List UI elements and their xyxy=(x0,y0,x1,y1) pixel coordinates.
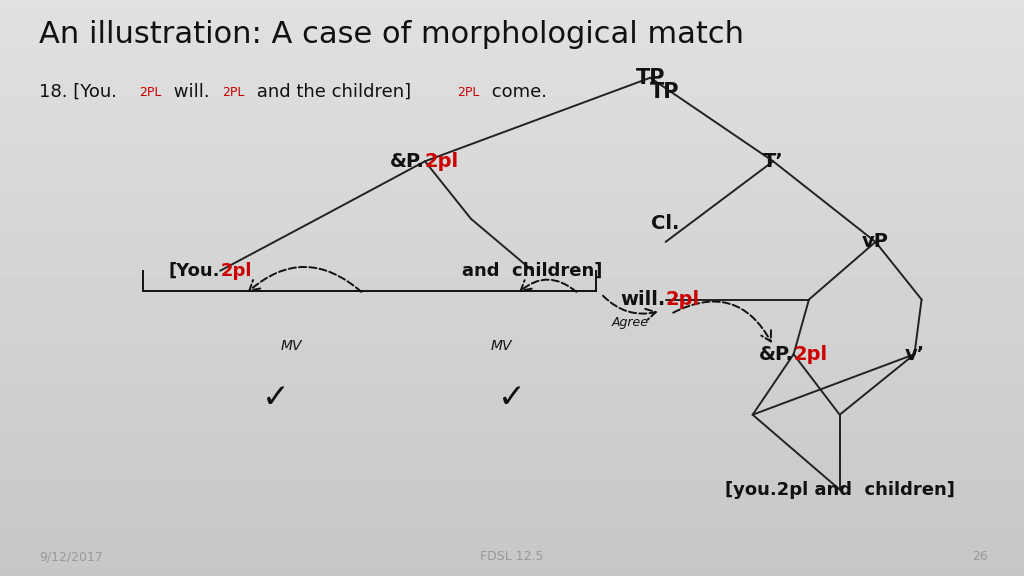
Text: T’: T’ xyxy=(763,152,783,170)
Text: TP: TP xyxy=(650,82,680,102)
Text: come.: come. xyxy=(486,83,548,101)
Text: vP: vP xyxy=(862,233,889,251)
Text: Cl.: Cl. xyxy=(651,214,680,233)
Text: 2PL: 2PL xyxy=(222,86,245,98)
Text: &P.: &P. xyxy=(759,345,794,363)
Text: 2pl: 2pl xyxy=(666,290,699,309)
Text: will.: will. xyxy=(621,290,666,309)
Text: [you.2pl and  children]: [you.2pl and children] xyxy=(725,480,954,499)
Text: 26: 26 xyxy=(973,550,988,563)
Text: 18. [You.: 18. [You. xyxy=(39,83,117,101)
Text: 2pl: 2pl xyxy=(220,262,252,280)
Text: FDSL 12.5: FDSL 12.5 xyxy=(480,550,544,563)
Text: TP: TP xyxy=(636,68,665,88)
Text: 2pl: 2pl xyxy=(425,152,459,170)
Text: and  children]: and children] xyxy=(462,262,603,280)
Text: MV: MV xyxy=(492,339,512,353)
Text: MV: MV xyxy=(282,339,302,353)
Text: 2PL: 2PL xyxy=(458,86,480,98)
Text: will.: will. xyxy=(168,83,210,101)
Text: An illustration: A case of morphological match: An illustration: A case of morphological… xyxy=(39,20,743,49)
Text: [You.: [You. xyxy=(169,262,220,280)
Text: &P.: &P. xyxy=(390,152,425,170)
FancyArrowPatch shape xyxy=(249,267,361,292)
Text: 2pl: 2pl xyxy=(794,345,827,363)
Text: and the children]: and the children] xyxy=(251,83,411,101)
Text: ✓: ✓ xyxy=(262,381,291,414)
FancyArrowPatch shape xyxy=(603,295,655,320)
Text: Agree: Agree xyxy=(611,316,648,329)
FancyArrowPatch shape xyxy=(673,301,771,342)
Text: v’: v’ xyxy=(904,345,925,363)
Text: ✓: ✓ xyxy=(498,381,526,414)
Text: 2PL: 2PL xyxy=(139,86,162,98)
FancyArrowPatch shape xyxy=(521,279,577,292)
Text: 9/12/2017: 9/12/2017 xyxy=(39,550,102,563)
